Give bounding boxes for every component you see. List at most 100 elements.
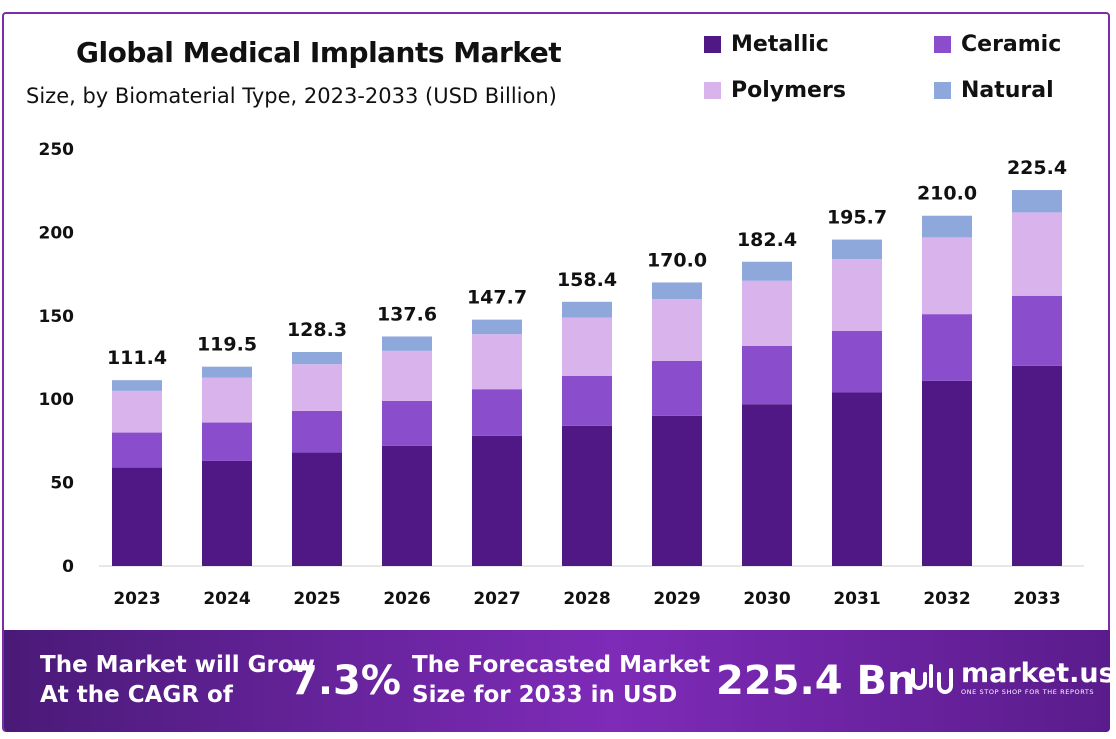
bar-total-label: 128.3 (287, 319, 347, 341)
bar-segment-ceramic (382, 400, 432, 446)
brand-name: market.us (961, 658, 1115, 689)
bar-segment-natural (382, 336, 432, 351)
forecast-caption-line1: The Forecasted Market (412, 652, 711, 678)
x-tick-label: 2032 (923, 589, 970, 609)
bar-total-label: 137.6 (377, 303, 437, 325)
bar-segment-ceramic (832, 330, 882, 393)
y-tick-label: 150 (39, 307, 75, 327)
bar-total-label: 119.5 (197, 334, 257, 356)
bar-segment-ceramic (652, 360, 702, 416)
x-tick-label: 2030 (743, 589, 790, 609)
bar-segment-metallic (652, 415, 702, 566)
bar-segment-natural (832, 239, 882, 260)
bar-segment-polymers (292, 364, 342, 411)
bar-segment-metallic (292, 452, 342, 566)
bar-segment-natural (472, 319, 522, 335)
bar-segment-natural (292, 351, 342, 365)
bar-segment-natural (922, 215, 972, 238)
brand-logo: market.us ONE STOP SHOP FOR THE REPORTS (909, 660, 1115, 696)
forecast-caption: The Forecasted Market Size for 2033 in U… (412, 650, 710, 710)
forecast-value: 225.4 Bn (716, 658, 916, 704)
y-tick-label: 200 (39, 223, 75, 243)
bar-segment-natural (202, 366, 252, 378)
bar-segment-natural (562, 301, 612, 318)
x-tick-label: 2026 (383, 589, 430, 609)
x-tick-label: 2028 (563, 589, 610, 609)
y-tick-label: 250 (39, 140, 75, 160)
legend-label-ceramic: Ceramic (961, 32, 1062, 57)
chart-subtitle: Size, by Biomaterial Type, 2023-2033 (US… (26, 84, 557, 108)
brand-mark-icon (911, 664, 953, 694)
bar-segment-natural (1012, 190, 1062, 213)
bar-segment-polymers (202, 377, 252, 423)
y-tick-label: 0 (62, 557, 74, 577)
bar-segment-ceramic (292, 410, 342, 453)
x-tick-label: 2027 (473, 589, 520, 609)
bar-segment-ceramic (562, 375, 612, 426)
bar-segment-polymers (382, 350, 432, 401)
bar-segment-metallic (742, 404, 792, 566)
brand-tagline: ONE STOP SHOP FOR THE REPORTS (961, 688, 1095, 696)
bar-segment-metallic (202, 460, 252, 566)
bar-total-label: 210.0 (917, 183, 977, 205)
cagr-caption: The Market will Grow At the CAGR of (40, 650, 315, 710)
x-tick-label: 2024 (203, 589, 250, 609)
legend-swatch-ceramic (934, 36, 951, 53)
legend-swatch-natural (934, 82, 951, 99)
bar-segment-natural (652, 282, 702, 300)
bar-total-label: 195.7 (827, 207, 887, 229)
legend-label-polymers: Polymers (731, 78, 846, 103)
bar-segment-natural (742, 261, 792, 281)
cagr-caption-line2: At the CAGR of (40, 682, 233, 708)
forecast-caption-line2: Size for 2033 in USD (412, 682, 678, 708)
x-tick-label: 2029 (653, 589, 700, 609)
summary-banner: The Market will Grow At the CAGR of 7.3%… (4, 630, 1115, 732)
bar-segment-ceramic (472, 389, 522, 436)
bar-segment-polymers (112, 390, 162, 433)
bar-total-label: 158.4 (557, 269, 617, 291)
legend-swatch-polymers (704, 82, 721, 99)
bar-total-label: 225.4 (1007, 157, 1067, 179)
bar-segment-polymers (652, 299, 702, 361)
bar-segment-metallic (382, 445, 432, 566)
chart-frame: Global Medical Implants Market Size, by … (2, 12, 1110, 732)
bar-total-label: 182.4 (737, 229, 797, 251)
legend-label-metallic: Metallic (731, 32, 829, 57)
bar-segment-ceramic (1012, 295, 1062, 366)
legend-label-natural: Natural (961, 78, 1054, 103)
bar-total-label: 170.0 (647, 249, 707, 271)
chart-title: Global Medical Implants Market (76, 36, 562, 69)
bar-segment-polymers (562, 317, 612, 376)
bar-segment-polymers (922, 237, 972, 315)
cagr-caption-line1: The Market will Grow (40, 652, 315, 678)
x-tick-label: 2025 (293, 589, 340, 609)
legend-item-metallic: Metallic (704, 32, 829, 57)
legend-item-ceramic: Ceramic (934, 32, 1061, 57)
bar-segment-ceramic (742, 345, 792, 405)
bar-segment-polymers (742, 280, 792, 346)
bar-segment-ceramic (202, 422, 252, 461)
bar-segment-metallic (472, 435, 522, 566)
bar-segment-metallic (922, 380, 972, 566)
bar-segment-polymers (472, 334, 522, 390)
bar-segment-metallic (562, 425, 612, 566)
bar-segment-ceramic (112, 432, 162, 468)
legend-item-natural: Natural (934, 78, 1054, 103)
bar-segment-metallic (832, 392, 882, 566)
bar-segment-natural (112, 380, 162, 391)
bar-segment-polymers (832, 259, 882, 331)
y-tick-label: 100 (39, 390, 75, 410)
bar-segment-ceramic (922, 314, 972, 381)
bar-segment-polymers (1012, 212, 1062, 296)
bar-segment-metallic (1012, 365, 1062, 566)
x-tick-label: 2033 (1013, 589, 1060, 609)
legend-swatch-metallic (704, 36, 721, 53)
bar-segment-metallic (112, 467, 162, 566)
bar-total-label: 111.4 (107, 347, 167, 369)
y-tick-label: 50 (50, 474, 74, 494)
cagr-value: 7.3% (290, 658, 401, 704)
x-tick-label: 2023 (113, 589, 160, 609)
stacked-bar-chart: 0 50 100 150 200 250 111.4 2023 119.5 2024 128.3 20… (39, 140, 1084, 609)
legend-item-polymers: Polymers (704, 78, 846, 103)
x-tick-label: 2031 (833, 589, 880, 609)
